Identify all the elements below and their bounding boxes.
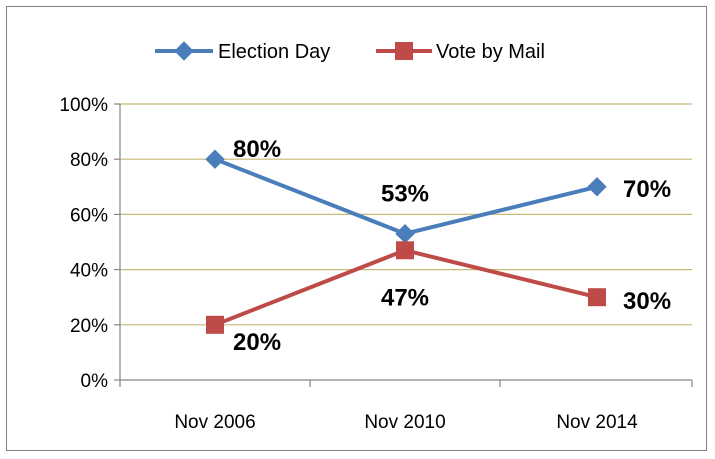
data-point-diamond	[395, 224, 415, 244]
legend-label: Election Day	[218, 41, 330, 63]
legend-item-election-day: Election Day	[155, 41, 330, 63]
axes	[114, 103, 693, 387]
y-tick-label: 60%	[70, 205, 108, 226]
data-point-diamond	[587, 177, 607, 197]
data-point-diamond	[205, 149, 225, 169]
legend-item-vote-by-mail: Vote by Mail	[376, 41, 545, 63]
data-label: 30%	[623, 288, 671, 315]
chart-frame	[6, 6, 707, 451]
legend: Election Day Vote by Mail	[155, 41, 545, 63]
x-tick-label: Nov 2006	[174, 412, 255, 433]
data-label: 80%	[233, 136, 281, 163]
legend-label: Vote by Mail	[436, 41, 545, 63]
x-axis-tick-labels: Nov 2006 Nov 2010 Nov 2014	[174, 412, 638, 433]
data-point-square	[588, 288, 606, 307]
y-axis-tick-labels: 0% 20% 40% 60% 80% 100%	[59, 95, 108, 392]
y-tick-label: 20%	[70, 316, 108, 337]
series-group	[205, 149, 607, 334]
data-point-square	[395, 42, 413, 60]
y-tick-label: 40%	[70, 261, 108, 282]
x-tick-label: Nov 2010	[364, 412, 445, 433]
data-point-square	[396, 241, 414, 260]
data-label: 70%	[623, 176, 671, 203]
data-labels: 80% 53% 70% 20% 47% 30%	[233, 136, 671, 356]
data-label: 47%	[381, 284, 429, 311]
data-label: 53%	[381, 181, 429, 208]
y-tick-label: 100%	[59, 95, 108, 116]
data-point-diamond	[174, 41, 194, 61]
y-tick-label: 80%	[70, 150, 108, 171]
data-point-square	[206, 315, 224, 334]
x-tick-label: Nov 2014	[556, 412, 638, 433]
y-tick-label: 0%	[81, 371, 109, 392]
data-label: 20%	[233, 329, 281, 356]
